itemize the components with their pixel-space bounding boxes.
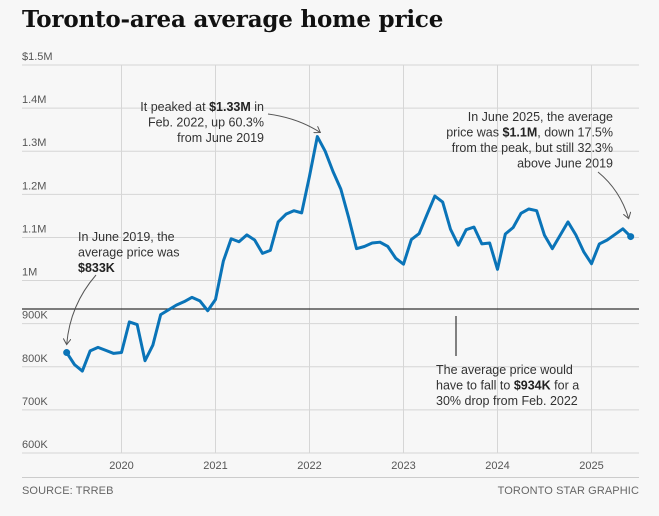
- x-tick-label: 2025: [579, 460, 603, 472]
- x-tick-label: 2021: [203, 460, 227, 472]
- y-tick-label: 1.4M: [22, 94, 46, 106]
- y-tick-label: 1.1M: [22, 223, 46, 235]
- arrow-start: [67, 274, 97, 345]
- y-tick-label: 800K: [22, 353, 48, 365]
- source-label: SOURCE: TRREB: [22, 485, 114, 497]
- series-group: [63, 135, 635, 373]
- y-tick-label: 1M: [22, 267, 37, 279]
- arrow-end: [597, 171, 629, 219]
- annotation-peak: It peaked at $1.33M in Feb. 2022, up 60.3…: [140, 100, 264, 145]
- y-gridlines: $1.5M 1.4M 1.3M 1.2M 1.1M 1M 900K 800K 700K 600K: [22, 51, 639, 454]
- end-point: [627, 233, 635, 241]
- x-tick-label: 2024: [485, 460, 509, 472]
- footer-divider: [22, 477, 639, 478]
- y-tick-label: 1.2M: [22, 180, 46, 192]
- x-gridlines: [121, 65, 592, 453]
- credit-label: TORONTO STAR GRAPHIC: [497, 485, 639, 497]
- annotations-group: In June 2019, the average price was $833K I…: [67, 100, 629, 408]
- y-tick-label: 1.3M: [22, 137, 46, 149]
- y-tick-label: $1.5M: [22, 51, 53, 63]
- start-point: [63, 349, 71, 357]
- annotation-drop: The average price would have to fall to $…: [436, 363, 579, 408]
- x-axis-labels: 2020 2021 2022 2023 2024 2025: [109, 460, 603, 472]
- x-tick-label: 2023: [391, 460, 415, 472]
- arrow-peak: [267, 113, 320, 133]
- annotation-start: In June 2019, the average price was $833K: [78, 230, 179, 275]
- chart-title: Toronto-area average home price: [22, 6, 444, 33]
- y-tick-label: 600K: [22, 439, 48, 451]
- price-line: [65, 135, 633, 373]
- x-tick-label: 2022: [297, 460, 321, 472]
- x-tick-label: 2020: [109, 460, 133, 472]
- annotation-end: In June 2025, the average price was $1.1M…: [446, 110, 613, 171]
- y-tick-label: 700K: [22, 396, 48, 408]
- y-tick-label: 900K: [22, 310, 48, 322]
